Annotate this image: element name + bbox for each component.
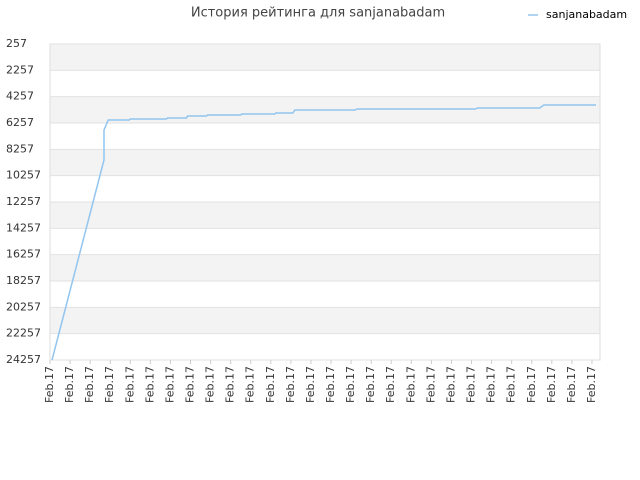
y-tick-label: 8257 (6, 142, 34, 155)
x-tick-label: Feb.17 (545, 366, 558, 403)
x-tick-label: Feb.17 (244, 366, 257, 403)
x-tick-label: Feb.17 (143, 366, 156, 403)
x-tick-label: Feb.17 (384, 366, 397, 403)
x-tick-label: Feb.17 (103, 366, 116, 403)
x-tick-label: Feb.17 (43, 366, 56, 403)
x-tick-label: Feb.17 (525, 366, 538, 403)
y-tick-label: 2257 (6, 63, 34, 76)
x-tick-label: Feb.17 (304, 366, 317, 403)
grid-band (50, 149, 600, 176)
x-tick-label: Feb.17 (404, 366, 417, 403)
x-tick-label: Feb.17 (204, 366, 217, 403)
y-tick-label: 12257 (6, 195, 41, 208)
y-tick-label: 14257 (6, 221, 41, 234)
x-tick-label: Feb.17 (184, 366, 197, 403)
x-tick-label: Feb.17 (364, 366, 377, 403)
y-tick-label: 16257 (6, 248, 41, 261)
x-tick-label: Feb.17 (264, 366, 277, 403)
series-line (51, 104, 596, 361)
grid-band (50, 307, 600, 334)
legend-label: sanjanabadam (546, 8, 627, 21)
x-tick-label: Feb.17 (565, 366, 578, 403)
grid-band (50, 44, 600, 71)
x-tick-label: Feb.17 (123, 366, 136, 403)
x-tick-label: Feb.17 (505, 366, 518, 403)
x-tick-label: Feb.17 (485, 366, 498, 403)
y-tick-label: 22257 (6, 327, 41, 340)
x-tick-label: Feb.17 (424, 366, 437, 403)
x-tick-label: Feb.17 (465, 366, 478, 403)
x-tick-label: Feb.17 (224, 366, 237, 403)
x-tick-label: Feb.17 (284, 366, 297, 403)
grid-band (50, 202, 600, 229)
y-tick-label: 4257 (6, 90, 34, 103)
x-tick-label: Feb.17 (83, 366, 96, 403)
x-tick-label: Feb.17 (444, 366, 457, 403)
x-tick-label: Feb.17 (324, 366, 337, 403)
y-tick-label: 6257 (6, 116, 34, 129)
y-tick-label: 20257 (6, 300, 41, 313)
x-tick-label: Feb.17 (585, 366, 598, 403)
x-tick-label: Feb.17 (344, 366, 357, 403)
grid-band (50, 254, 600, 281)
y-tick-label: 24257 (6, 353, 41, 366)
x-tick-label: Feb.17 (163, 366, 176, 403)
y-tick-label: 10257 (6, 169, 41, 182)
y-tick-label: 257 (6, 37, 27, 50)
y-tick-label: 18257 (6, 274, 41, 287)
x-tick-label: Feb.17 (63, 366, 76, 403)
chart-title: История рейтинга для sanjanabadam (191, 6, 445, 21)
